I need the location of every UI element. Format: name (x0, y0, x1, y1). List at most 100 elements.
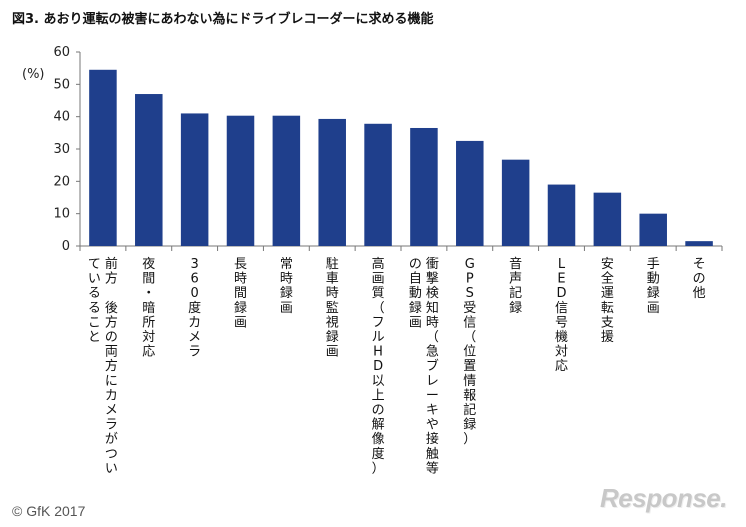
category-label-char: G (465, 257, 475, 272)
category-label-char: 高 (372, 256, 385, 272)
category-label-char: の (693, 272, 706, 287)
chart-title: 図3. あおり運転の被害にあわない為にドライブレコーダーに求める機能 (12, 12, 434, 27)
category-label-char: H (373, 345, 383, 360)
category-label-char: 全 (601, 271, 614, 287)
category-label-char: （ (463, 330, 476, 345)
category-label-char: 急 (426, 345, 439, 360)
category-label-char: ・ (142, 286, 155, 301)
bar-9 (456, 140, 484, 246)
category-label-char: 録 (647, 286, 660, 301)
category-label-char: 音 (509, 256, 522, 272)
bar-4 (226, 115, 255, 247)
category-label-char: い (105, 461, 118, 476)
category-label-char: 録 (234, 301, 247, 316)
category-label-char: ラ (105, 418, 118, 433)
category-label-char: 度 (372, 446, 385, 462)
category-label-char: 両 (105, 345, 118, 360)
category-label-char: 長 (234, 257, 247, 272)
category-label-char: 画 (409, 315, 422, 330)
category-label-char: フ (372, 315, 385, 330)
category-label-char: 手 (647, 257, 660, 272)
category-label-char: 運 (601, 286, 614, 301)
y-tick-label: 20 (53, 174, 70, 189)
category-label-char: 像 (372, 432, 385, 447)
y-tick-label: 30 (53, 142, 70, 157)
category-label-char: 信 (555, 301, 568, 316)
category-label-char: （ (372, 301, 385, 316)
category-label-char: や (426, 418, 439, 433)
category-label-char: 画 (647, 301, 660, 316)
category-label-char: 所 (142, 315, 155, 330)
bar-14 (685, 241, 713, 246)
category-label-char: 報 (463, 388, 476, 403)
category-label-char: 記 (509, 285, 522, 301)
y-tick-label: 40 (53, 110, 70, 125)
category-label-char: い (88, 272, 101, 287)
category-label-char: 3 (191, 257, 199, 272)
bar-8 (410, 127, 438, 246)
copyright-notice: © GfK 2017 (12, 503, 86, 519)
y-tick-label: 10 (53, 207, 70, 222)
category-label-char: 上 (372, 388, 385, 403)
category-label-char: 方 (105, 314, 118, 330)
category-label-char: 対 (555, 345, 568, 360)
category-label-char: 触 (426, 447, 439, 462)
category-label-char: 画 (372, 272, 385, 287)
category-label-char: 援 (601, 330, 614, 345)
category-label-char: 間 (142, 272, 155, 287)
category-label-char: 置 (463, 359, 476, 374)
bar-10 (501, 159, 530, 246)
category-label-14: その他 (693, 257, 706, 301)
category-label-char: 暗 (142, 301, 155, 316)
y-tick-label: 0 (62, 239, 70, 254)
category-label-char: 時 (426, 315, 439, 330)
category-label-char: 後 (105, 301, 118, 316)
category-label-char: ー (426, 388, 439, 403)
category-label-char: と (88, 330, 101, 345)
category-label-char: つ (105, 447, 118, 462)
category-label-char: 監 (326, 300, 339, 316)
category-label-char: 動 (647, 272, 660, 287)
bar-12 (593, 192, 622, 246)
category-label-char: 間 (234, 286, 247, 301)
category-label-char: L (558, 257, 566, 272)
category-label-char: 画 (326, 345, 339, 360)
bar-2 (135, 94, 163, 247)
chart-bars (89, 69, 713, 247)
category-label-char: 解 (372, 418, 385, 433)
category-label-char: カ (105, 388, 118, 403)
category-label-char: 画 (280, 301, 293, 316)
category-label-char (105, 286, 118, 301)
category-label-char: 時 (234, 272, 247, 287)
category-label-char: 時 (326, 286, 339, 301)
category-label-char: 検 (426, 286, 439, 301)
y-tick-label: 60 (53, 45, 70, 60)
category-label-char: 車 (326, 272, 339, 287)
category-label-char: 他 (693, 286, 706, 301)
category-label-char: E (557, 272, 565, 287)
category-label-char: ル (372, 330, 385, 345)
category-label-char: 支 (601, 315, 614, 330)
category-label-char: 受 (463, 301, 476, 316)
category-label-char: 録 (326, 330, 339, 345)
category-label-char: 撃 (426, 271, 439, 287)
category-label-char: ） (372, 461, 385, 476)
category-label-char: 声 (509, 272, 522, 287)
category-label-char: P (466, 272, 474, 287)
category-label-char: の (372, 403, 385, 418)
category-label-char: 自 (409, 272, 422, 287)
category-label-char: （ (426, 330, 439, 345)
category-label-char: 安 (601, 257, 614, 272)
category-label-char: そ (693, 257, 706, 272)
